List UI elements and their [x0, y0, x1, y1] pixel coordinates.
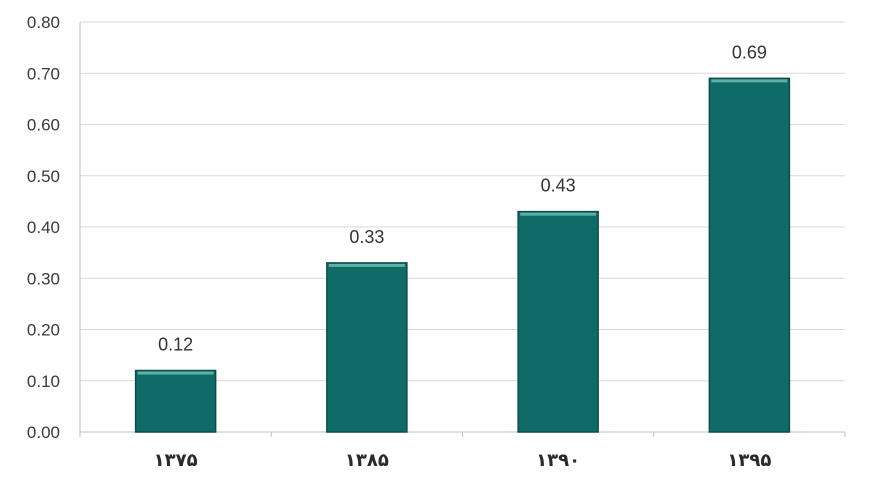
bar-top-highlight	[520, 212, 597, 216]
bar	[517, 210, 599, 433]
bar	[708, 77, 791, 433]
bar-top-highlight	[137, 371, 214, 375]
data-label: 0.12	[158, 335, 193, 355]
x-category-label: ۱۳۹۵	[727, 450, 771, 471]
y-tick-label: 0.60	[27, 116, 60, 135]
data-label: 0.43	[541, 176, 576, 196]
bars	[134, 77, 791, 433]
bar-top-highlight	[711, 79, 788, 83]
gridlines	[80, 21, 845, 382]
labels: 0.00 0.10 0.20 0.30 0.40 0.50 0.60 0.70 0.80 0.12…	[27, 13, 771, 471]
y-tick-label: 0.50	[27, 167, 60, 186]
x-category-label: ۱۳۷۵	[154, 450, 198, 471]
bar-top-highlight	[328, 263, 405, 267]
y-tick-label: 0.20	[27, 321, 60, 340]
x-category-label: ۱۳۸۵	[345, 450, 389, 471]
bar	[326, 262, 408, 433]
data-label: 0.33	[349, 227, 384, 247]
y-tick-label: 0.30	[27, 269, 60, 288]
bar	[134, 369, 217, 433]
y-tick-label: 0.70	[27, 64, 60, 83]
x-category-label: ۱۳۹۰	[536, 450, 580, 471]
y-tick-label: 0.10	[27, 372, 60, 391]
data-label: 0.69	[732, 42, 767, 62]
y-tick-label: 0.80	[27, 13, 60, 32]
y-tick-label: 0.00	[27, 423, 60, 442]
y-tick-label: 0.40	[27, 218, 60, 237]
